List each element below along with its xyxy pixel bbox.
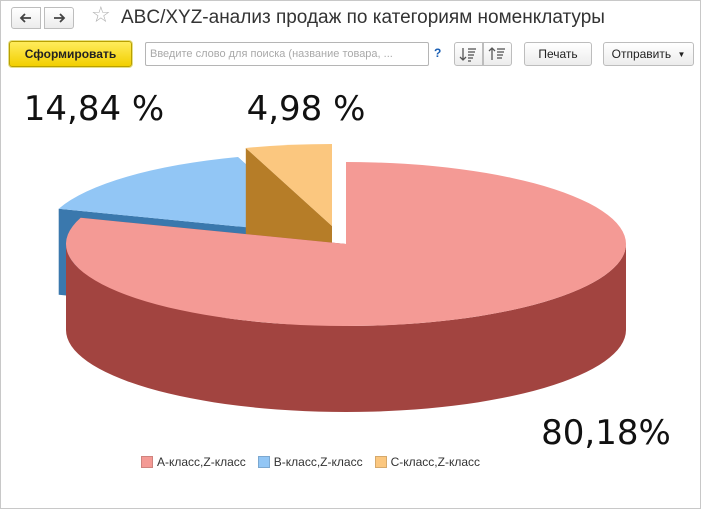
pie-slice-1 [66,162,627,412]
slice-label-3: 4,98 % [247,89,366,129]
legend-swatch [257,455,270,468]
send-button-label: Отправить [611,47,672,61]
forward-button[interactable] [44,7,74,29]
page-title: ABC/XYZ-анализ продаж по категориям номе… [121,7,605,28]
sort-ascending-button[interactable] [454,42,483,66]
arrow-right-icon [54,13,66,23]
back-button[interactable] [11,7,41,29]
generate-button[interactable]: Сформировать [9,41,132,67]
chart-legend: А-класс,Z-класс В-класс,Z-класс С-класс,Z-… [141,454,492,469]
pie-slices [58,144,627,412]
star-icon[interactable]: ☆ [91,3,111,28]
legend-label: В-класс,Z-класс [273,454,363,469]
slice-label-1: 80,18% [541,413,671,451]
slice-label-2: 14,84 % [24,89,164,129]
sort-descending-icon [488,47,505,60]
legend-swatch [374,455,387,468]
sort-descending-button[interactable] [483,42,512,66]
send-button[interactable]: Отправить ▼ [603,42,694,66]
legend-item-1: А-класс,Z-класс [141,455,246,469]
pie-chart: 80,18% 14,84 % 4,98 % [24,89,671,451]
search-input[interactable] [145,42,429,66]
pie-labels: 80,18% 14,84 % 4,98 % [24,89,671,451]
legend-label: А-класс,Z-класс [157,454,246,469]
legend-item-3: С-класс,Z-класс [374,454,481,469]
sort-ascending-icon [459,48,476,62]
legend-swatch [141,455,153,468]
help-icon[interactable]: ? [434,46,442,60]
chevron-down-icon: ▼ [677,50,686,59]
arrow-left-icon [19,13,31,23]
legend-item-2: В-класс,Z-класс [257,454,363,469]
legend-label: С-класс,Z-класс [390,454,481,469]
print-button[interactable]: Печать [524,42,592,66]
